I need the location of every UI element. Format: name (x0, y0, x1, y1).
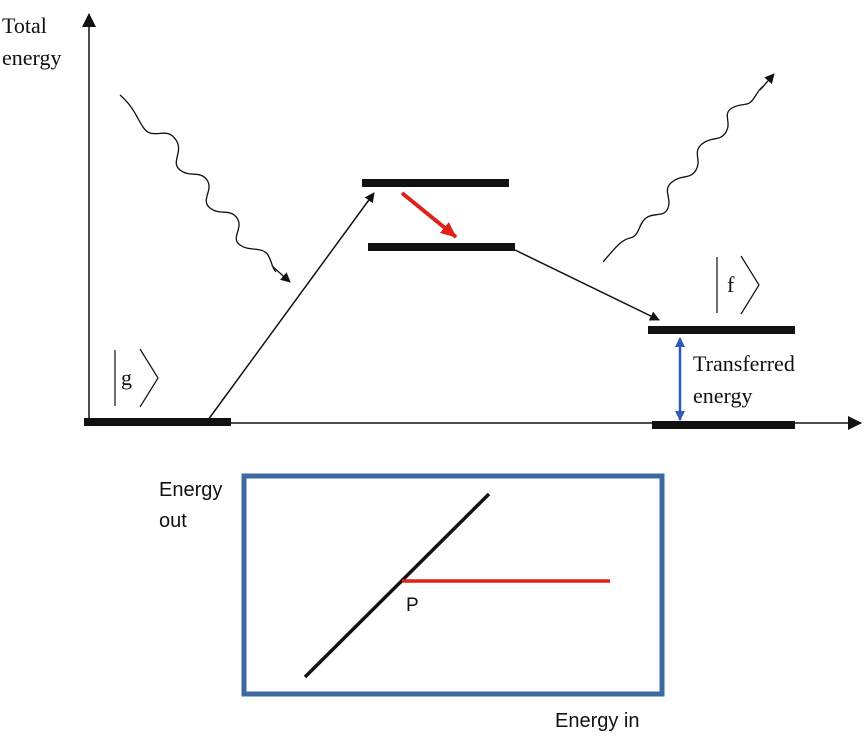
inset-xlabel: Energy in (555, 710, 640, 732)
axis-label-line2: energy (2, 45, 61, 70)
inset-point-label: P (406, 595, 419, 616)
transferred-label-line1: Transferred (693, 351, 795, 376)
emission-transition-arrow (514, 249, 660, 321)
inset-ylabel-line2: out (159, 510, 187, 532)
ket-f-label: f (727, 272, 735, 297)
ket-g: g (114, 348, 159, 408)
ket-f: f (716, 255, 760, 315)
transferred-label-line2: energy (693, 383, 752, 408)
incoming-photon-arrow (271, 265, 291, 283)
axis-label-line1: Total (2, 13, 47, 38)
inset-linear-line (303, 492, 491, 679)
inset-box (241, 473, 665, 697)
excitation-arrow (207, 192, 375, 421)
ket-g-label: g (121, 365, 132, 390)
outgoing-photon-wave (602, 85, 765, 263)
relaxation-arrow (400, 191, 458, 239)
outgoing-photon-arrow (759, 73, 775, 91)
inset-ylabel-line1: Energy (159, 479, 222, 501)
incoming-photon-wave (119, 94, 277, 273)
